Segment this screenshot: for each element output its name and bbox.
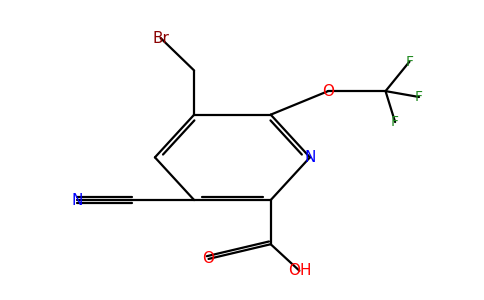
Text: OH: OH (287, 263, 311, 278)
Text: F: F (415, 90, 423, 104)
Text: Br: Br (152, 31, 169, 46)
Text: F: F (406, 55, 413, 69)
Text: F: F (391, 115, 399, 129)
Text: O: O (322, 84, 334, 99)
Text: N: N (304, 150, 316, 165)
Text: O: O (202, 251, 214, 266)
Text: N: N (71, 193, 83, 208)
